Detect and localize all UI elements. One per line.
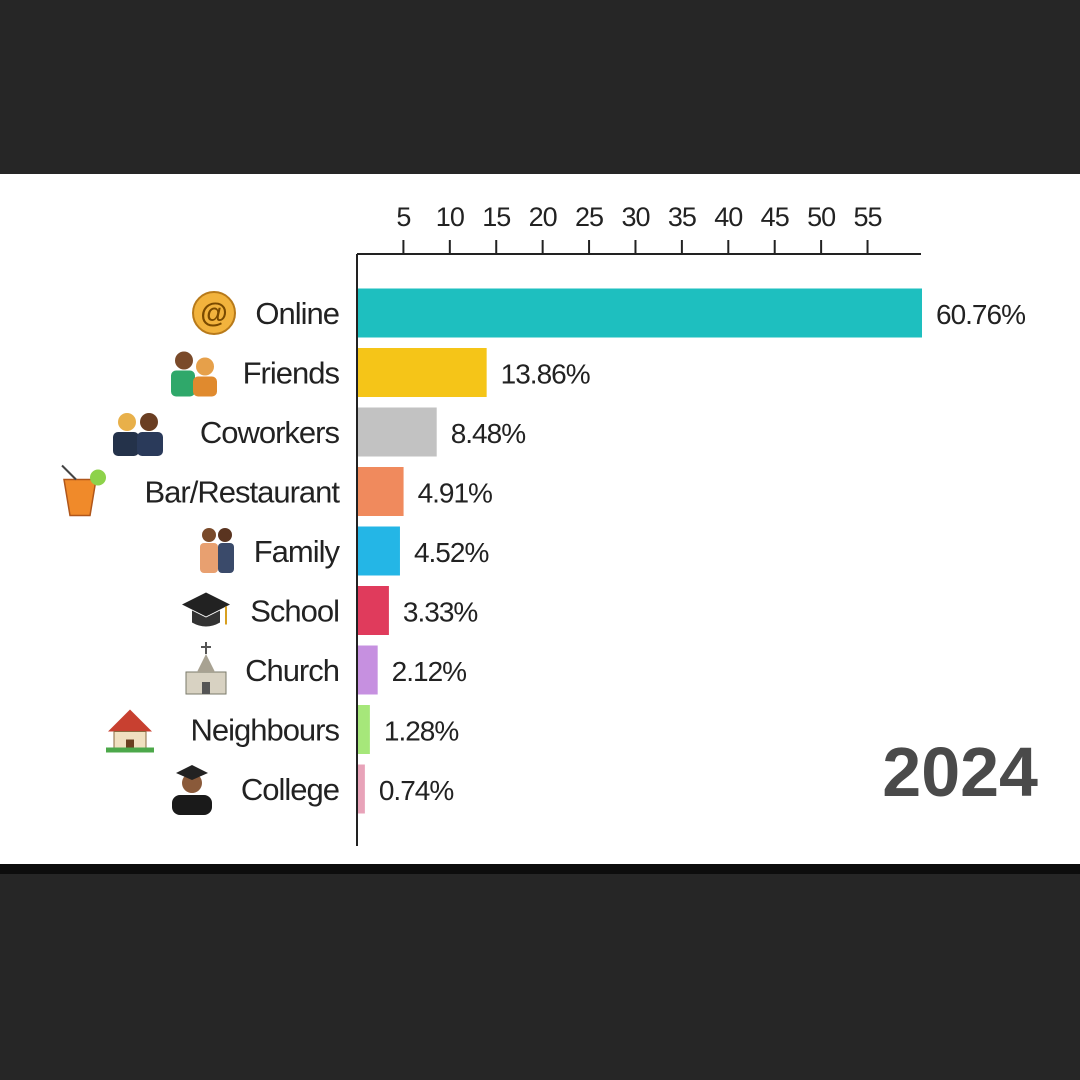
- value-labels: 60.76% 13.86% 8.48% 4.91% 4.52% 3.33% 2.12% 1.2…: [379, 299, 1026, 806]
- category-label: College: [241, 772, 339, 807]
- bars: [358, 288, 922, 814]
- category-label: Friends: [243, 356, 340, 391]
- category-label: Coworkers: [200, 415, 340, 450]
- bar-bar-restaurant: [358, 467, 404, 516]
- bar-neighbours: [358, 705, 370, 754]
- value-label: 4.52%: [414, 537, 488, 568]
- x-axis: 5 10 15 20 25 30 35 40 45 50 55: [356, 202, 921, 846]
- bar-friends: [358, 348, 487, 397]
- at-sign-icon: @: [192, 291, 236, 335]
- family-icon: [200, 528, 234, 573]
- bar-online: [358, 288, 922, 338]
- category-label: Church: [245, 653, 339, 688]
- category-label: Family: [254, 534, 341, 569]
- value-label: 0.74%: [379, 775, 453, 806]
- value-label: 2.12%: [392, 656, 466, 687]
- year-label: 2024: [882, 733, 1038, 811]
- x-tick-label: 50: [807, 202, 835, 232]
- bottom-letterbox: [0, 874, 1080, 1080]
- coworkers-icon: [113, 413, 163, 456]
- value-label: 3.33%: [403, 597, 477, 628]
- x-tick-label: 5: [396, 202, 410, 232]
- bar-college: [358, 764, 365, 814]
- church-icon: [185, 642, 227, 695]
- x-tick-label: 25: [575, 202, 603, 232]
- category-icons: @: [61, 291, 236, 815]
- x-tick-label: 30: [621, 202, 649, 232]
- x-tick-label: 40: [714, 202, 742, 232]
- bar-school: [358, 586, 389, 635]
- value-label: 1.28%: [384, 716, 458, 747]
- cocktail-icon: [61, 464, 106, 517]
- value-label: 60.76%: [936, 299, 1025, 330]
- top-letterbox: [0, 0, 1080, 174]
- x-tick-label: 35: [668, 202, 696, 232]
- category-label: Online: [255, 296, 339, 331]
- category-label: Bar/Restaurant: [145, 475, 341, 510]
- bar-church: [358, 645, 378, 695]
- category-label: School: [250, 594, 339, 629]
- category-label: Neighbours: [190, 713, 339, 748]
- value-label: 8.48%: [451, 418, 525, 449]
- house-icon: [106, 709, 154, 753]
- category-labels: Online Friends Coworkers Bar/Restaurant Fami…: [145, 296, 342, 807]
- bar-chart: 5 10 15 20 25 30 35 40 45 50 55 @ Online Friends Cow…: [61, 202, 1038, 846]
- value-label: 13.86%: [501, 359, 590, 390]
- x-tick-label: 10: [436, 202, 464, 232]
- graduation-cap-icon: [182, 592, 230, 627]
- x-tick-label: 20: [529, 202, 557, 232]
- bar-family: [358, 526, 400, 576]
- panel-bottom-edge: [0, 864, 1080, 874]
- x-tick-label: 15: [482, 202, 510, 232]
- graduate-icon: [172, 765, 212, 815]
- bar-coworkers: [358, 407, 437, 457]
- value-label: 4.91%: [418, 478, 492, 509]
- svg-text:@: @: [200, 297, 227, 328]
- friends-icon: [171, 351, 217, 397]
- x-tick-label: 55: [854, 202, 882, 232]
- x-tick-label: 45: [761, 202, 789, 232]
